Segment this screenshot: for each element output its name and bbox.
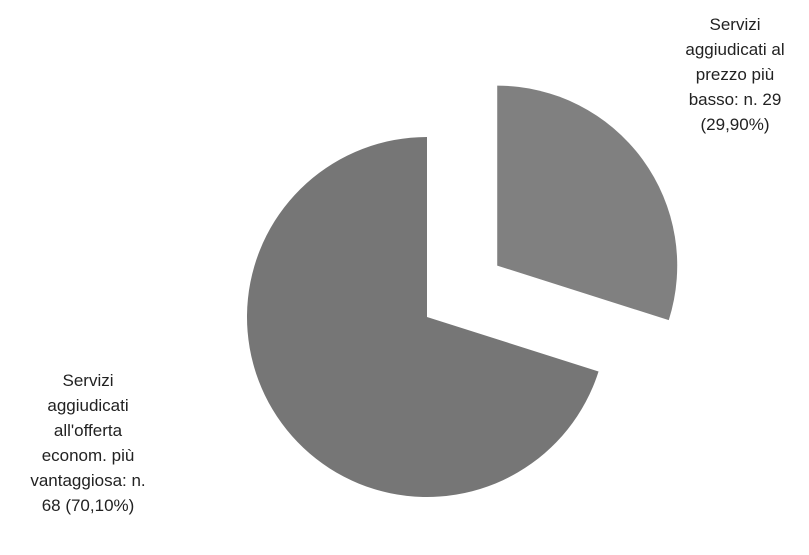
slice-label: Servizi aggiudicati al prezzo più basso:…: [685, 15, 785, 134]
slice-label: Servizi aggiudicati all'offerta econom. …: [30, 371, 146, 515]
pie-slice: [497, 85, 678, 321]
pie-slice: [247, 137, 599, 497]
